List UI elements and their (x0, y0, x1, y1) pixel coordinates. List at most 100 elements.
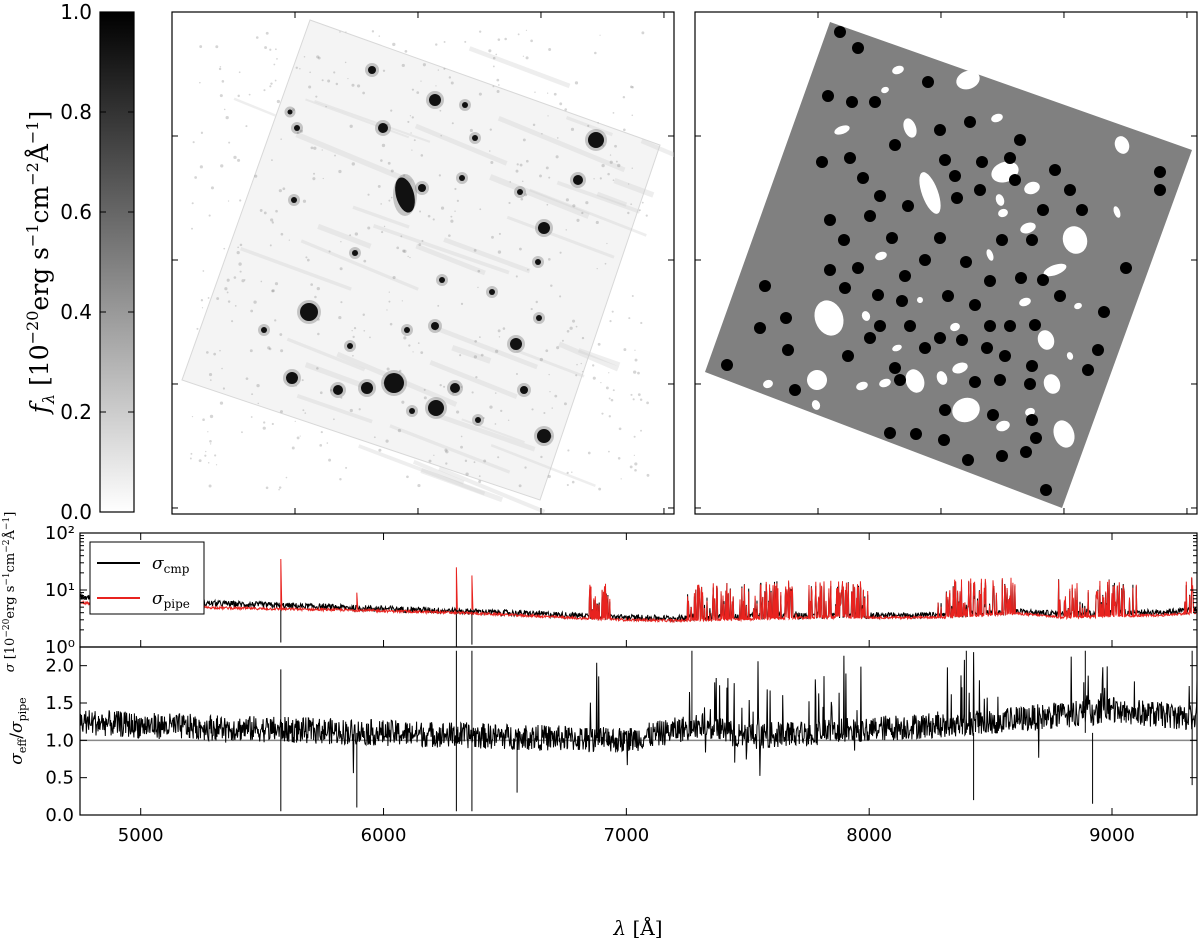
noise-stripe (296, 394, 373, 424)
noise-speck (257, 402, 259, 405)
noise-speck (198, 459, 202, 463)
mask-source (881, 86, 889, 94)
noise-speck (547, 92, 549, 94)
noise-speck (450, 81, 454, 85)
ratio-ytick-label: 1.5 (45, 693, 74, 714)
colorbar-label: fλ [10−20erg s−1cm−2Å−1] (23, 111, 58, 416)
noise-speck (333, 418, 335, 421)
noise-speck (237, 94, 240, 98)
noise-speck (219, 401, 224, 405)
noise-speck (575, 325, 578, 328)
noise-speck (328, 458, 332, 462)
noise-speck (328, 250, 331, 253)
noise-speck (260, 280, 263, 283)
noise-stripe (529, 188, 647, 237)
noise-speck (208, 372, 213, 377)
noise-speck (381, 231, 384, 234)
noise-speck (303, 55, 306, 58)
noise-speck (409, 256, 411, 259)
mask-source (1114, 136, 1130, 154)
source-blob (286, 372, 298, 384)
noise-speck (382, 69, 386, 72)
noise-speck (207, 431, 209, 433)
noise-speck (386, 367, 390, 371)
mask-sky-aperture (1040, 484, 1052, 496)
mask-sky-aperture (884, 427, 896, 439)
noise-speck (639, 398, 643, 401)
mask-sky-aperture (889, 362, 901, 374)
mask-sky-aperture (1082, 364, 1094, 376)
noise-stripe (372, 224, 510, 275)
noise-speck (250, 309, 254, 313)
noise-speck (620, 478, 622, 480)
source-blob (510, 338, 522, 350)
noise-speck (381, 143, 386, 148)
mask-source (879, 378, 891, 388)
noise-speck (349, 408, 353, 413)
noise-stripe (295, 131, 413, 185)
noise-speck (473, 461, 476, 464)
noise-speck (280, 349, 284, 353)
noise-speck (216, 297, 220, 300)
noise-speck (314, 295, 317, 299)
source-blob (573, 175, 583, 185)
mask-sky-aperture (996, 234, 1008, 246)
noise-stripe (451, 344, 492, 364)
noise-speck (199, 45, 203, 48)
mask-source (956, 70, 980, 90)
noise-speck (564, 108, 568, 111)
noise-speck (417, 342, 420, 345)
mask-sky-aperture (834, 26, 846, 38)
noise-speck (351, 83, 355, 87)
noise-speck (322, 177, 324, 180)
noise-stripe (565, 115, 613, 137)
source-blob (429, 94, 441, 106)
noise-speck (214, 454, 217, 457)
noise-speck (319, 444, 323, 447)
noise-speck (612, 111, 615, 114)
mask-sky-aperture (960, 256, 972, 268)
noise-speck (437, 304, 440, 307)
mask-sky-aperture (1154, 184, 1166, 196)
noise-speck (576, 218, 580, 222)
noise-speck (356, 84, 361, 88)
noise-speck (545, 349, 549, 353)
noise-speck (248, 93, 251, 96)
mask-sky-aperture (1154, 166, 1166, 178)
source-blob (368, 66, 376, 74)
noise-speck (249, 349, 253, 353)
noise-speck (407, 255, 409, 258)
noise-speck (420, 154, 424, 157)
noise-speck (524, 193, 528, 197)
noise-speck (445, 450, 449, 454)
mask-sky-aperture (1024, 378, 1036, 390)
noise-speck (631, 295, 634, 298)
noise-speck (420, 80, 422, 82)
noise-speck (271, 221, 274, 224)
noise-stripe (489, 174, 590, 219)
mask-source (919, 172, 941, 214)
noise-speck (475, 376, 478, 379)
noise-speck (227, 200, 230, 202)
noise-speck (641, 31, 645, 35)
noise-speck (315, 95, 318, 98)
noise-stripe (352, 205, 410, 229)
mask-source (1074, 302, 1082, 310)
ratio-yticks: 0.0 0.5 1.0 1.5 2.0 (45, 656, 1197, 826)
source-blob (428, 400, 444, 416)
colorbar-tick-label: 0.6 (60, 200, 92, 224)
noise-stripe (438, 466, 546, 514)
noise-speck (390, 109, 393, 112)
noise-speck (339, 478, 342, 481)
mask-sky-aperture (780, 312, 792, 324)
ratio-xtick-label: 7000 (603, 825, 649, 846)
noise-speck (491, 235, 494, 239)
noise-speck (608, 397, 611, 400)
noise-speck (385, 439, 389, 443)
noise-speck (403, 336, 407, 340)
source-blob (291, 197, 297, 203)
mask-sky-aperture (857, 172, 869, 184)
noise-speck (609, 320, 612, 323)
noise-speck (464, 40, 467, 43)
noise-speck (276, 99, 281, 104)
